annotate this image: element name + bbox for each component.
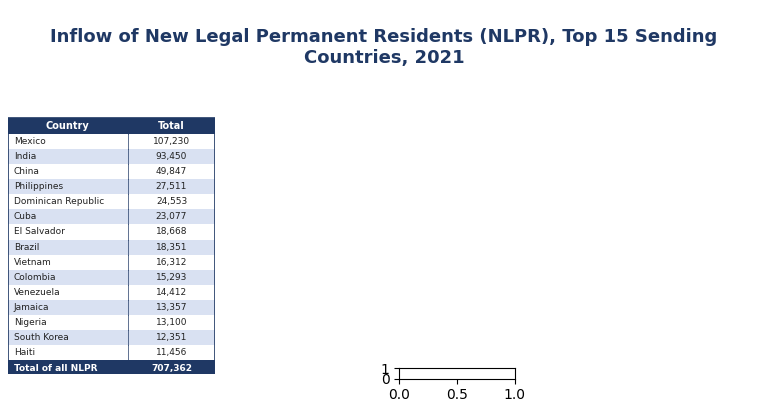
Text: China: China <box>14 167 40 176</box>
Text: 24,553: 24,553 <box>156 197 187 206</box>
Text: 18,668: 18,668 <box>156 228 187 236</box>
Text: 18,351: 18,351 <box>156 243 187 252</box>
Text: 23,077: 23,077 <box>156 212 187 221</box>
Text: 93,450: 93,450 <box>156 152 187 161</box>
Text: 15,293: 15,293 <box>156 273 187 282</box>
Text: Mexico: Mexico <box>14 137 45 146</box>
Text: Total: Total <box>158 121 185 131</box>
FancyBboxPatch shape <box>8 285 215 300</box>
Text: Brazil: Brazil <box>14 243 39 252</box>
Text: Venezuela: Venezuela <box>14 288 61 297</box>
FancyBboxPatch shape <box>8 133 215 149</box>
Text: 11,456: 11,456 <box>156 348 187 357</box>
Text: Dominican Republic: Dominican Republic <box>14 197 104 206</box>
Text: Nigeria: Nigeria <box>14 318 47 327</box>
FancyBboxPatch shape <box>8 345 215 361</box>
Text: South Korea: South Korea <box>14 333 68 342</box>
FancyBboxPatch shape <box>8 194 215 209</box>
Text: 107,230: 107,230 <box>153 137 190 146</box>
FancyBboxPatch shape <box>8 118 215 133</box>
Text: 27,511: 27,511 <box>156 182 187 191</box>
Text: 13,357: 13,357 <box>156 303 187 312</box>
FancyBboxPatch shape <box>8 164 215 179</box>
Text: Country: Country <box>46 121 90 131</box>
FancyBboxPatch shape <box>8 270 215 285</box>
Text: Vietnam: Vietnam <box>14 258 51 267</box>
FancyBboxPatch shape <box>8 330 215 345</box>
Text: Inflow of New Legal Permanent Residents (NLPR), Top 15 Sending
Countries, 2021: Inflow of New Legal Permanent Residents … <box>51 28 717 67</box>
Text: 13,100: 13,100 <box>156 318 187 327</box>
Text: 12,351: 12,351 <box>156 333 187 342</box>
FancyBboxPatch shape <box>8 361 215 376</box>
FancyBboxPatch shape <box>8 300 215 315</box>
FancyBboxPatch shape <box>8 209 215 224</box>
FancyBboxPatch shape <box>8 315 215 330</box>
Text: India: India <box>14 152 36 161</box>
FancyBboxPatch shape <box>8 255 215 270</box>
Text: 707,362: 707,362 <box>151 363 192 372</box>
Text: 16,312: 16,312 <box>156 258 187 267</box>
FancyBboxPatch shape <box>8 239 215 255</box>
Text: 14,412: 14,412 <box>156 288 187 297</box>
Text: Total of all NLPR: Total of all NLPR <box>14 363 98 372</box>
Text: 49,847: 49,847 <box>156 167 187 176</box>
Text: El Salvador: El Salvador <box>14 228 65 236</box>
Text: Cuba: Cuba <box>14 212 37 221</box>
Text: Jamaica: Jamaica <box>14 303 49 312</box>
Text: Colombia: Colombia <box>14 273 56 282</box>
FancyBboxPatch shape <box>8 224 215 239</box>
Text: Haiti: Haiti <box>14 348 35 357</box>
FancyBboxPatch shape <box>8 149 215 164</box>
FancyBboxPatch shape <box>8 179 215 194</box>
Text: Philippines: Philippines <box>14 182 63 191</box>
